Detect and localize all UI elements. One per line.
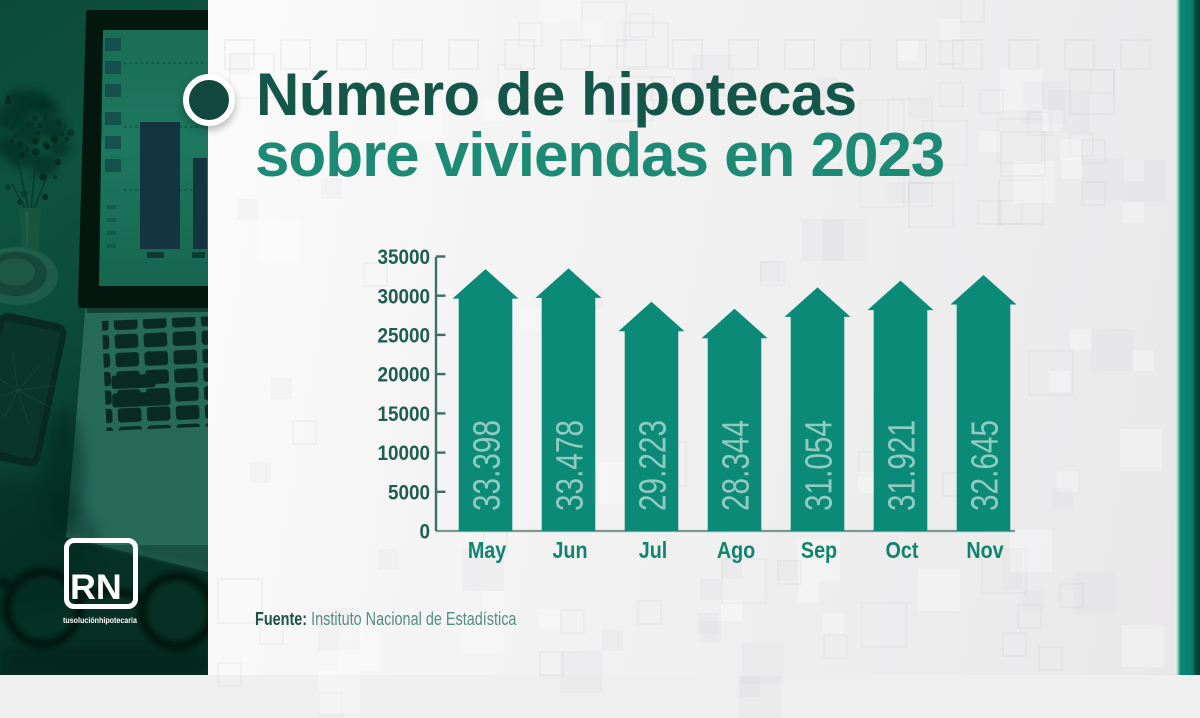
svg-text:Sep: Sep [801, 536, 837, 563]
svg-text:Ago: Ago [717, 536, 755, 563]
svg-text:33.478: 33.478 [550, 420, 592, 511]
svg-text:Jul: Jul [639, 536, 668, 563]
svg-text:10000: 10000 [377, 442, 430, 465]
svg-text:Jun: Jun [552, 536, 587, 563]
svg-text:33.398: 33.398 [467, 420, 509, 511]
svg-text:15000: 15000 [377, 403, 430, 426]
svg-text:32.645: 32.645 [965, 420, 1007, 511]
svg-text:29.223: 29.223 [633, 420, 675, 511]
svg-text:Oct: Oct [886, 536, 919, 563]
svg-text:0: 0 [419, 521, 430, 544]
svg-text:5000: 5000 [388, 482, 430, 505]
svg-text:30000: 30000 [377, 285, 430, 308]
svg-text:Nov: Nov [966, 536, 1003, 563]
svg-text:25000: 25000 [377, 325, 430, 348]
svg-text:31.921: 31.921 [882, 420, 924, 511]
svg-text:35000: 35000 [377, 246, 430, 269]
svg-text:28.344: 28.344 [716, 420, 758, 511]
svg-text:May: May [468, 536, 506, 563]
svg-text:20000: 20000 [377, 364, 430, 387]
svg-text:31.054: 31.054 [799, 420, 841, 511]
